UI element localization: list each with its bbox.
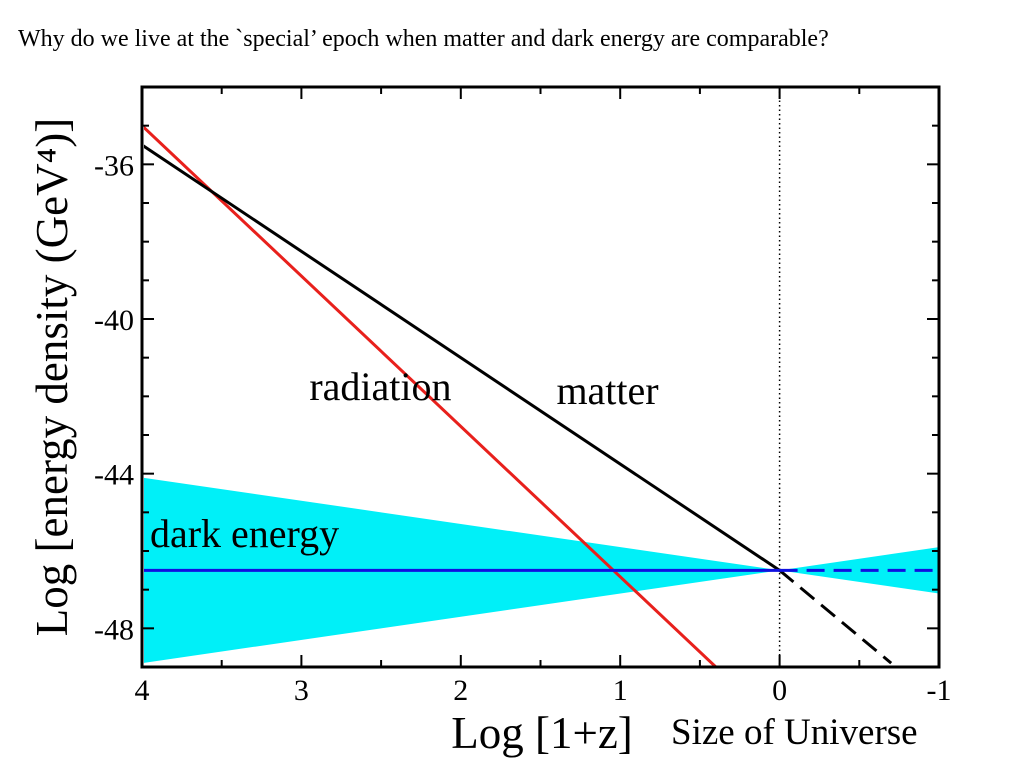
x-tick-label: 2: [453, 674, 468, 707]
x-tick-label: 4: [135, 674, 150, 707]
x-tick-label: 0: [772, 674, 787, 707]
x-tick-label: -1: [927, 674, 952, 707]
y-tick-label: -40: [94, 304, 134, 337]
x-tick-label: 1: [613, 674, 628, 707]
matter-line-dashed: [778, 569, 893, 665]
x-axis-title: Log [1+z]: [451, 708, 633, 758]
radiation-label: radiation: [309, 364, 451, 409]
matter-label: matter: [556, 368, 658, 413]
y-tick-label: -48: [94, 613, 134, 646]
matter-line: [144, 144, 781, 572]
page-heading: Why do we live at the `special’ epoch wh…: [18, 26, 829, 52]
y-tick-label: -44: [94, 459, 134, 492]
size-of-universe-label: Size of Universe: [671, 712, 918, 753]
y-tick-label: -36: [94, 149, 134, 182]
radiation-line: [144, 125, 717, 667]
dark-energy-label: dark energy: [150, 511, 339, 556]
y-axis-title: Log [energy density (GeV⁴)]: [27, 118, 77, 636]
x-tick-label: 3: [294, 674, 309, 707]
